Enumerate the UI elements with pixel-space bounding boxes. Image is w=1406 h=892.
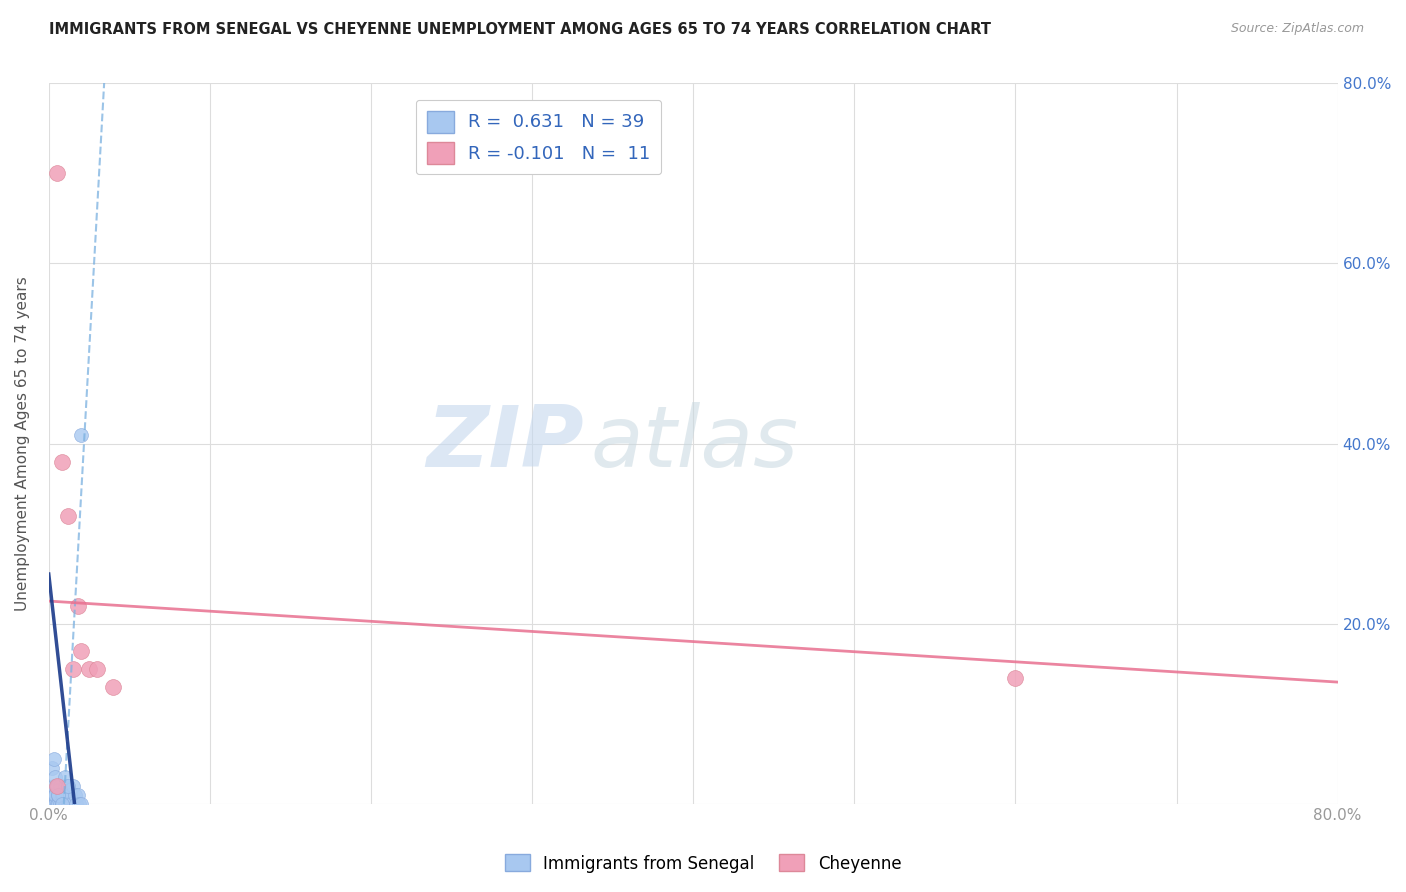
- Point: [51, 797, 73, 811]
- Point: [70, 643, 93, 657]
- Point: [77, 662, 100, 676]
- Point: [45, 797, 67, 811]
- Point: [60, 797, 83, 811]
- Legend: Immigrants from Senegal, Cheyenne: Immigrants from Senegal, Cheyenne: [498, 847, 908, 880]
- Point: [51, 797, 73, 811]
- Point: [67, 797, 90, 811]
- Point: [70, 797, 93, 811]
- Point: [62, 779, 84, 793]
- Point: [62, 662, 84, 676]
- Point: [41, 797, 63, 811]
- Point: [45, 779, 67, 793]
- Point: [39, 797, 62, 811]
- Point: [55, 797, 77, 811]
- Point: [56, 508, 79, 523]
- Point: [103, 680, 125, 694]
- Point: [56, 797, 79, 811]
- Point: [66, 788, 89, 802]
- Point: [52, 797, 75, 811]
- Point: [51, 454, 73, 468]
- Text: atlas: atlas: [591, 402, 799, 485]
- Point: [45, 166, 67, 180]
- Point: [45, 779, 67, 793]
- Point: [44, 797, 66, 811]
- Y-axis label: Unemployment Among Ages 65 to 74 years: Unemployment Among Ages 65 to 74 years: [15, 277, 30, 611]
- Point: [53, 779, 76, 793]
- Point: [59, 788, 82, 802]
- Point: [53, 770, 76, 784]
- Point: [1004, 671, 1026, 685]
- Point: [42, 779, 65, 793]
- Point: [56, 779, 79, 793]
- Point: [45, 779, 67, 793]
- Point: [86, 662, 108, 676]
- Point: [41, 788, 63, 802]
- Point: [49, 797, 72, 811]
- Text: ZIP: ZIP: [426, 402, 583, 485]
- Point: [44, 770, 66, 784]
- Point: [48, 788, 70, 802]
- Text: IMMIGRANTS FROM SENEGAL VS CHEYENNE UNEMPLOYMENT AMONG AGES 65 TO 74 YEARS CORRE: IMMIGRANTS FROM SENEGAL VS CHEYENNE UNEM…: [49, 22, 991, 37]
- Point: [42, 788, 65, 802]
- Point: [63, 788, 86, 802]
- Point: [41, 761, 63, 775]
- Point: [66, 599, 89, 613]
- Point: [44, 788, 66, 802]
- Point: [70, 427, 93, 442]
- Point: [51, 788, 73, 802]
- Point: [42, 751, 65, 765]
- Point: [48, 797, 70, 811]
- Point: [65, 797, 87, 811]
- Point: [49, 779, 72, 793]
- Point: [53, 797, 76, 811]
- Point: [52, 788, 75, 802]
- Text: Source: ZipAtlas.com: Source: ZipAtlas.com: [1230, 22, 1364, 36]
- Point: [42, 797, 65, 811]
- Point: [48, 788, 70, 802]
- Legend: R =  0.631   N = 39, R = -0.101   N =  11: R = 0.631 N = 39, R = -0.101 N = 11: [416, 100, 661, 175]
